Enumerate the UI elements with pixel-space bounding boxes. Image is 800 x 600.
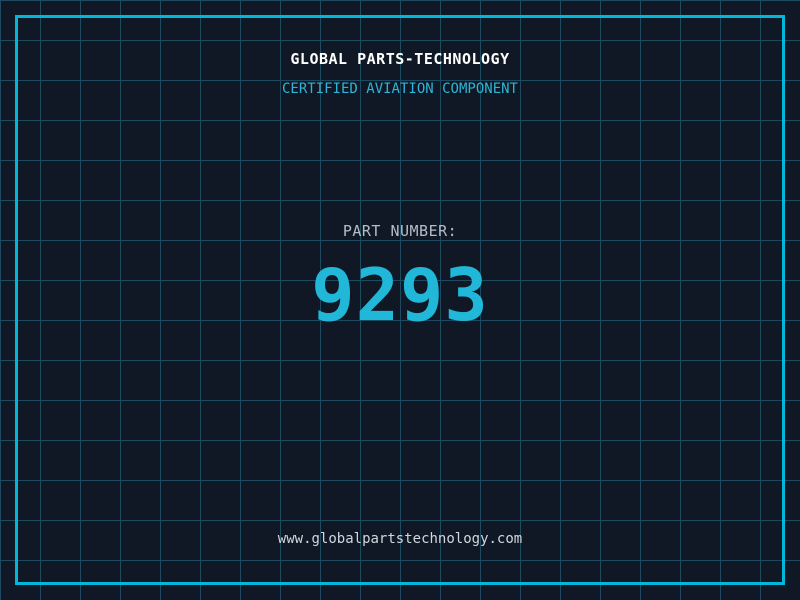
part-number-label: PART NUMBER: [342, 222, 458, 240]
website-url: www.globalpartstechnology.com [277, 531, 523, 547]
part-number-value: 9293 [311, 253, 489, 337]
border-frame [15, 15, 785, 585]
certification-subtitle: CERTIFIED AVIATION COMPONENT [281, 81, 518, 97]
company-title: GLOBAL PARTS-TECHNOLOGY [290, 50, 510, 68]
